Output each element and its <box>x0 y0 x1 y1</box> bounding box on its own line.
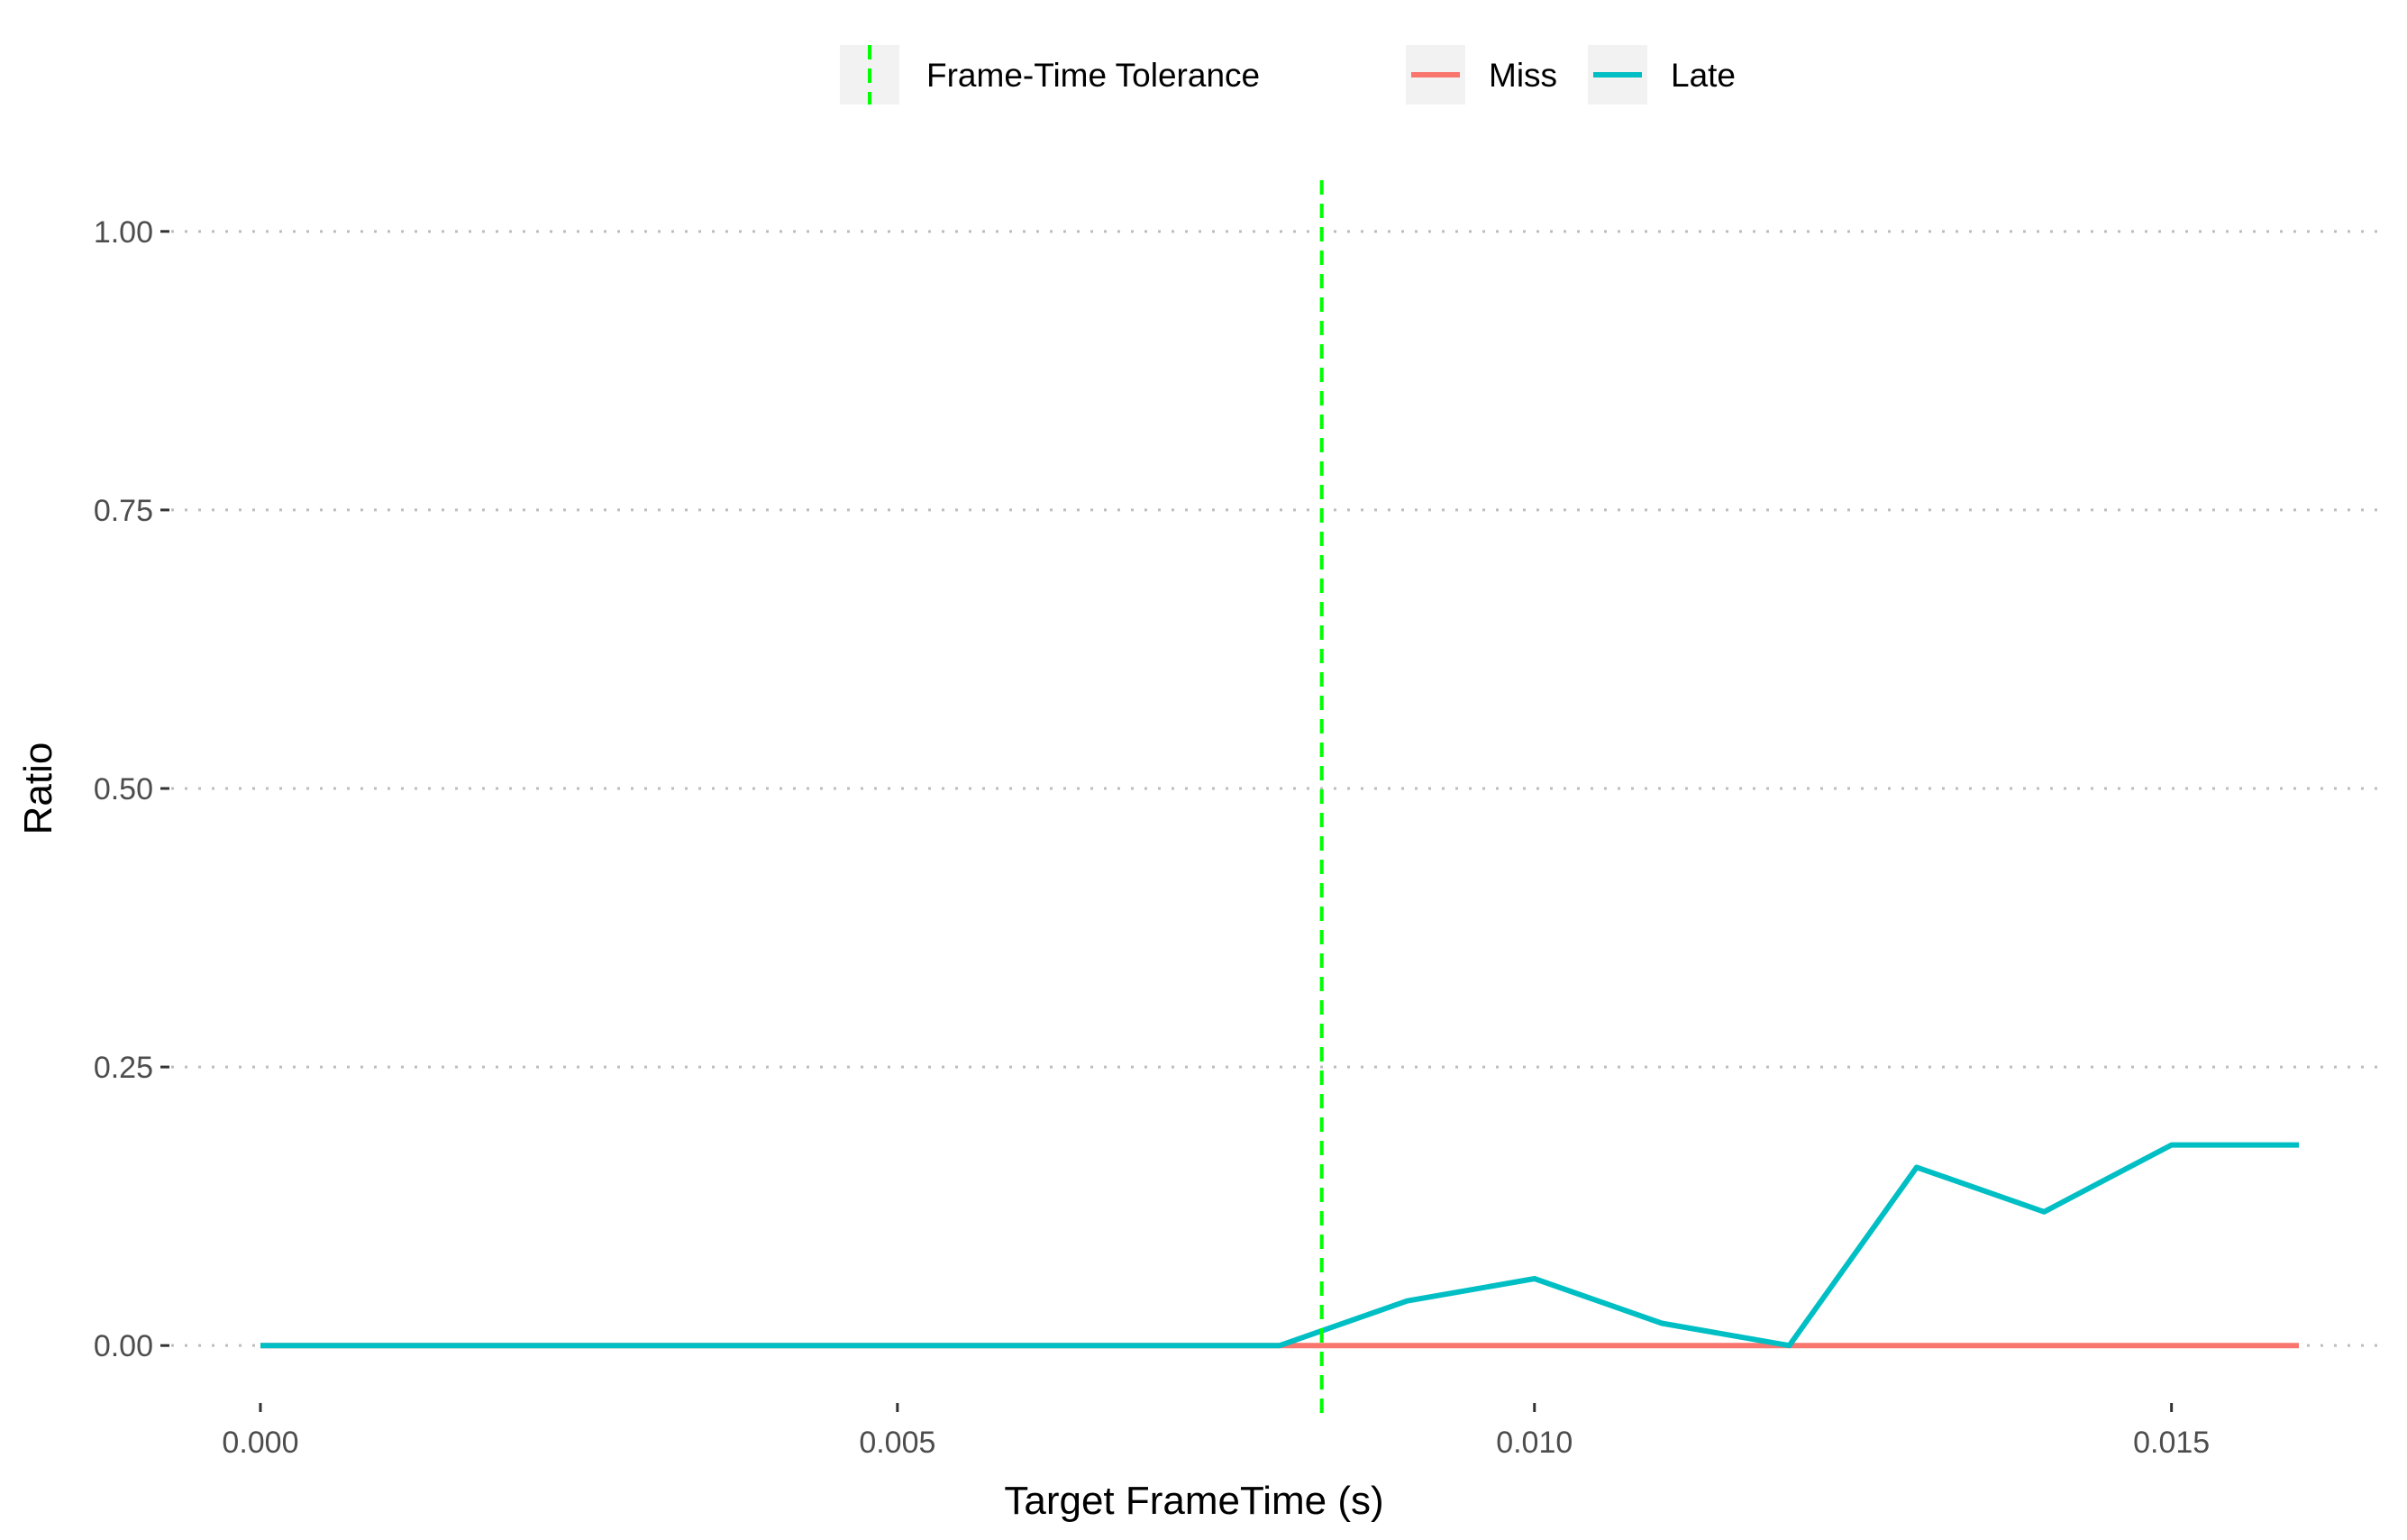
y-tick-label: 0.75 <box>94 494 153 528</box>
y-tick-label: 0.25 <box>94 1051 153 1085</box>
legend-item-late: Late <box>1588 45 1736 105</box>
gridlines <box>171 230 2388 1347</box>
y-axis-title: Ratio <box>16 743 60 835</box>
series-line-late <box>260 1142 2299 1349</box>
y-tick-label: 0.50 <box>94 772 153 806</box>
legend: Frame-Time Tolerance Miss Late <box>840 45 1736 105</box>
x-tick-label: 0.015 <box>2133 1426 2210 1460</box>
series-layer <box>260 1142 2299 1349</box>
legend-label: Miss <box>1489 57 1557 94</box>
x-axis: 0.000 0.005 0.010 0.015 <box>222 1403 2210 1460</box>
legend-label: Frame-Time Tolerance <box>926 57 1260 94</box>
x-tick-label: 0.010 <box>1496 1426 1573 1460</box>
y-tick-label: 0.00 <box>94 1329 153 1363</box>
legend-label: Late <box>1671 57 1736 94</box>
y-axis: 0.00 0.25 0.50 0.75 1.00 <box>94 215 169 1363</box>
y-tick-label: 1.00 <box>94 215 153 250</box>
legend-item-frame-time-tolerance: Frame-Time Tolerance <box>840 45 1260 105</box>
x-axis-title: Target FrameTime (s) <box>1004 1479 1383 1523</box>
x-tick-label: 0.005 <box>859 1426 935 1460</box>
legend-item-miss: Miss <box>1406 45 1557 105</box>
x-tick-label: 0.000 <box>222 1426 298 1460</box>
